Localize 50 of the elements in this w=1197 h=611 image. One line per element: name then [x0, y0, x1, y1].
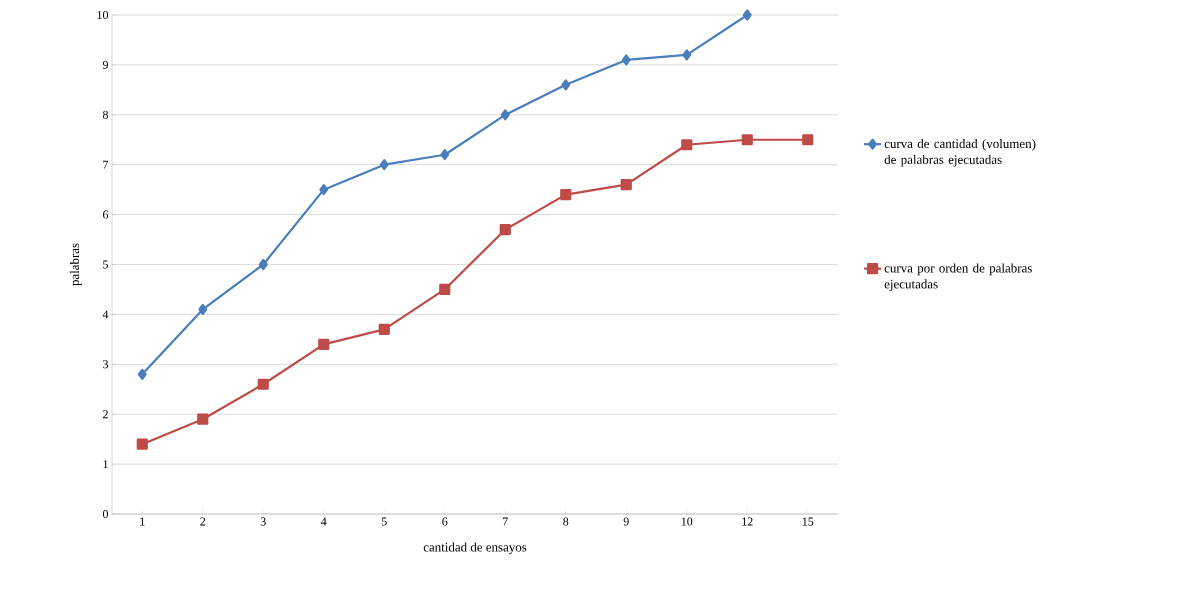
y-tick-label: 7 — [103, 160, 109, 169]
y-tick-label: 10 — [97, 10, 109, 20]
point — [136, 438, 148, 450]
point — [802, 134, 814, 146]
point — [378, 323, 390, 335]
y-tick-label: 9 — [102, 60, 108, 69]
point — [137, 368, 147, 380]
point — [439, 283, 451, 296]
point — [318, 338, 330, 350]
y-tick-label: 3 — [103, 360, 109, 369]
point — [197, 413, 209, 425]
x-tick-label: 15 — [802, 517, 814, 526]
x-axis-title: cantidad de ensayos — [423, 542, 527, 555]
y-tick-label: 1 — [103, 460, 108, 469]
point — [681, 139, 693, 151]
point — [319, 184, 329, 196]
y-tick-label: 6 — [103, 210, 109, 219]
x-tick-label: 6 — [442, 517, 448, 526]
legend-label: curva por orden de palabras ejecutadas — [884, 263, 1032, 292]
point — [257, 378, 269, 390]
point — [560, 189, 572, 201]
x-tick-label: 12 — [742, 517, 753, 526]
point — [500, 109, 510, 121]
x-tick-label: 4 — [321, 517, 327, 526]
point — [741, 134, 753, 146]
point — [621, 54, 631, 66]
y-tick-label: 0 — [102, 509, 109, 519]
point — [499, 223, 511, 236]
x-tick-label: 2 — [200, 517, 206, 526]
point — [198, 303, 208, 315]
x-tick-label: 8 — [563, 517, 569, 526]
x-tick-label: 5 — [381, 517, 387, 526]
x-tick-label: 1 — [140, 517, 145, 526]
point — [561, 79, 571, 91]
point — [258, 258, 268, 271]
point — [379, 159, 389, 171]
y-tick-label: 5 — [103, 260, 109, 269]
legend-label: curva de cantidad (volumen) de palabras ejecutadas — [884, 138, 1036, 167]
x-tick-label: 3 — [260, 517, 266, 526]
x-tick-label: 10 — [681, 517, 693, 526]
point — [742, 9, 752, 21]
x-tick-label: 7 — [503, 517, 508, 526]
y-axis-title: palabras — [69, 243, 82, 286]
y-tick-label: 2 — [103, 410, 108, 419]
x-tick-label: 9 — [623, 517, 629, 526]
point — [682, 49, 692, 61]
point — [620, 179, 632, 191]
y-tick-label: 8 — [102, 110, 109, 119]
point — [440, 149, 450, 161]
y-tick-label: 4 — [102, 310, 109, 319]
